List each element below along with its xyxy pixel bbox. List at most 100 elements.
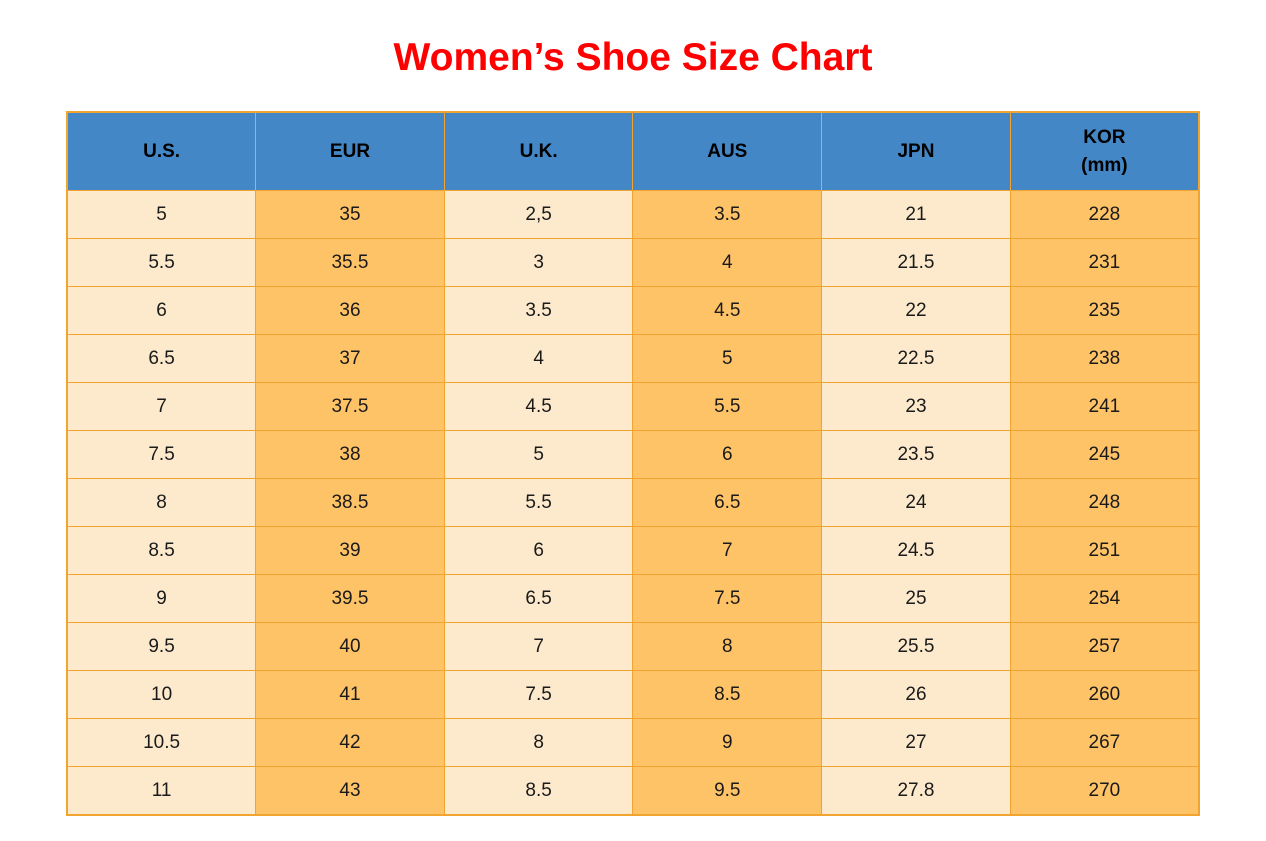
cell-jpn: 24 xyxy=(821,478,1011,527)
cell-kor: 248 xyxy=(1009,478,1200,527)
table-row: 8.5 39 6 7 24.5 251 xyxy=(66,526,1200,575)
cell-uk: 8 xyxy=(443,718,634,767)
table-row: 8 38.5 5.5 6.5 24 248 xyxy=(66,478,1200,527)
header-kor-unit: (mm) xyxy=(1081,154,1128,176)
cell-uk: 8.5 xyxy=(443,766,634,816)
cell-jpn: 21.5 xyxy=(821,238,1011,287)
cell-aus: 9.5 xyxy=(632,766,823,816)
cell-kor: 270 xyxy=(1009,766,1200,816)
header-jpn: JPN xyxy=(821,111,1011,191)
cell-kor: 241 xyxy=(1009,382,1200,431)
cell-uk: 6.5 xyxy=(443,574,634,623)
cell-kor: 228 xyxy=(1009,190,1200,239)
cell-aus: 6.5 xyxy=(632,478,823,527)
cell-kor: 260 xyxy=(1009,670,1200,719)
cell-jpn: 24.5 xyxy=(821,526,1011,575)
cell-aus: 9 xyxy=(632,718,823,767)
page-title: Women’s Shoe Size Chart xyxy=(393,36,873,79)
cell-us: 6.5 xyxy=(66,334,257,383)
cell-us: 8.5 xyxy=(66,526,257,575)
header-jpn-label: JPN xyxy=(897,140,935,162)
cell-kor: 257 xyxy=(1009,622,1200,671)
cell-aus: 5 xyxy=(632,334,823,383)
cell-aus: 6 xyxy=(632,430,823,479)
header-us-label: U.S. xyxy=(143,140,181,162)
cell-eur: 39 xyxy=(255,526,445,575)
cell-eur: 38.5 xyxy=(255,478,445,527)
cell-jpn: 27.8 xyxy=(821,766,1011,816)
cell-jpn: 25.5 xyxy=(821,622,1011,671)
cell-us: 10 xyxy=(66,670,257,719)
table-row: 11 43 8.5 9.5 27.8 270 xyxy=(66,766,1200,816)
cell-us: 8 xyxy=(66,478,257,527)
header-kor-label: KOR xyxy=(1083,126,1126,148)
header-uk: U.K. xyxy=(443,111,634,191)
cell-aus: 7 xyxy=(632,526,823,575)
cell-eur: 37.5 xyxy=(255,382,445,431)
cell-eur: 36 xyxy=(255,286,445,335)
cell-uk: 3 xyxy=(443,238,634,287)
cell-us: 6 xyxy=(66,286,257,335)
cell-eur: 40 xyxy=(255,622,445,671)
cell-aus: 3.5 xyxy=(632,190,823,239)
cell-aus: 8.5 xyxy=(632,670,823,719)
cell-kor: 251 xyxy=(1009,526,1200,575)
cell-us: 9 xyxy=(66,574,257,623)
cell-us: 7 xyxy=(66,382,257,431)
table-row: 10.5 42 8 9 27 267 xyxy=(66,718,1200,767)
header-uk-label: U.K. xyxy=(519,140,558,162)
table-row: 7.5 38 5 6 23.5 245 xyxy=(66,430,1200,479)
table-row: 9 39.5 6.5 7.5 25 254 xyxy=(66,574,1200,623)
table-row: 6 36 3.5 4.5 22 235 xyxy=(66,286,1200,335)
cell-jpn: 26 xyxy=(821,670,1011,719)
cell-kor: 238 xyxy=(1009,334,1200,383)
cell-us: 5 xyxy=(66,190,257,239)
cell-uk: 7 xyxy=(443,622,634,671)
table-row: 7 37.5 4.5 5.5 23 241 xyxy=(66,382,1200,431)
table-row: 10 41 7.5 8.5 26 260 xyxy=(66,670,1200,719)
cell-us: 7.5 xyxy=(66,430,257,479)
table-row: 5.5 35.5 3 4 21.5 231 xyxy=(66,238,1200,287)
cell-kor: 235 xyxy=(1009,286,1200,335)
cell-uk: 7.5 xyxy=(443,670,634,719)
cell-us: 11 xyxy=(66,766,257,816)
cell-jpn: 21 xyxy=(821,190,1011,239)
table-row: 6.5 37 4 5 22.5 238 xyxy=(66,334,1200,383)
cell-eur: 37 xyxy=(255,334,445,383)
cell-eur: 39.5 xyxy=(255,574,445,623)
cell-eur: 41 xyxy=(255,670,445,719)
cell-kor: 254 xyxy=(1009,574,1200,623)
cell-jpn: 27 xyxy=(821,718,1011,767)
cell-jpn: 23.5 xyxy=(821,430,1011,479)
cell-uk: 4.5 xyxy=(443,382,634,431)
cell-aus: 4 xyxy=(632,238,823,287)
cell-eur: 43 xyxy=(255,766,445,816)
cell-uk: 5 xyxy=(443,430,634,479)
cell-aus: 7.5 xyxy=(632,574,823,623)
cell-jpn: 22.5 xyxy=(821,334,1011,383)
cell-us: 5.5 xyxy=(66,238,257,287)
cell-us: 9.5 xyxy=(66,622,257,671)
cell-uk: 6 xyxy=(443,526,634,575)
cell-uk: 3.5 xyxy=(443,286,634,335)
cell-aus: 8 xyxy=(632,622,823,671)
header-kor: KOR (mm) xyxy=(1009,111,1200,191)
cell-eur: 38 xyxy=(255,430,445,479)
cell-us: 10.5 xyxy=(66,718,257,767)
cell-kor: 267 xyxy=(1009,718,1200,767)
cell-eur: 42 xyxy=(255,718,445,767)
table-body: 5 35 2,5 3.5 21 228 5.5 35.5 3 4 21.5 231 6 36 3.5 4.5 2… xyxy=(66,190,1200,816)
cell-uk: 4 xyxy=(443,334,634,383)
header-eur: EUR xyxy=(255,111,445,191)
cell-kor: 231 xyxy=(1009,238,1200,287)
header-aus: AUS xyxy=(632,111,823,191)
cell-jpn: 25 xyxy=(821,574,1011,623)
shoe-size-table: U.S. EUR U.K. AUS JPN KOR (mm) xyxy=(66,111,1200,816)
header-us: U.S. xyxy=(66,111,257,191)
cell-aus: 4.5 xyxy=(632,286,823,335)
cell-uk: 5.5 xyxy=(443,478,634,527)
cell-eur: 35.5 xyxy=(255,238,445,287)
header-row: U.S. EUR U.K. AUS JPN KOR (mm) xyxy=(66,111,1200,191)
cell-eur: 35 xyxy=(255,190,445,239)
